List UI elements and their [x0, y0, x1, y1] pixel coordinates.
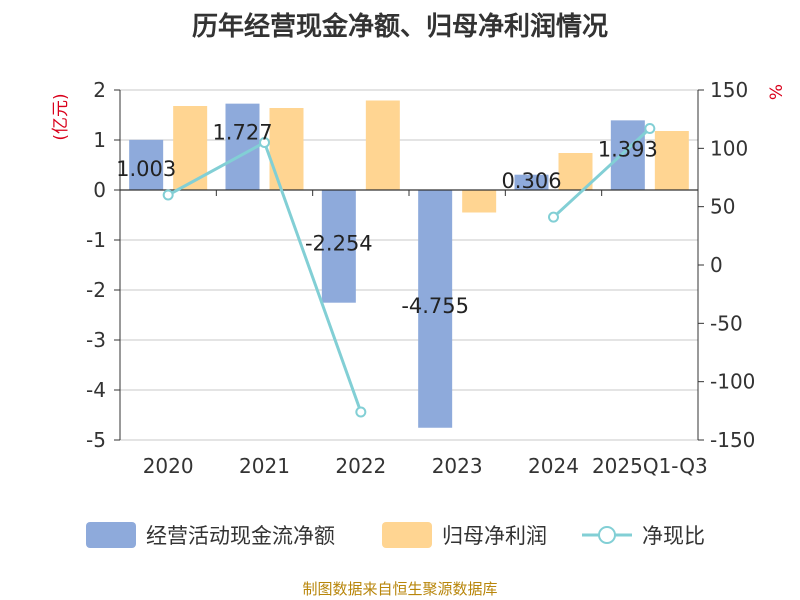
bar-operating-cashflow: [321, 190, 356, 303]
right-tick-label: 100: [710, 136, 748, 160]
bar-data-label: -2.254: [305, 231, 373, 255]
ratio-point: [162, 189, 174, 201]
left-axis-unit: (亿元): [51, 93, 71, 140]
bar-operating-cashflow: [514, 174, 549, 190]
legend-swatch-profit: [382, 522, 432, 548]
left-tick-label: -1: [86, 228, 106, 252]
ratio-point: [259, 137, 270, 148]
left-tick-label: -3: [86, 328, 106, 352]
bar-data-label: 1.393: [598, 137, 658, 161]
left-tick-label: -5: [86, 428, 106, 452]
bar-net-profit: [269, 108, 304, 190]
category-label: 2020: [143, 454, 194, 478]
ratio-point: [355, 406, 367, 418]
gridlines: [120, 89, 698, 441]
axes: 2 1 0 -1 -2 -3 -4 -5 150 100 50 0 -50 -100 -150 (亿元)% 20…: [51, 78, 787, 478]
bar-data-label: 1.727: [212, 121, 272, 145]
ratio-point: [548, 211, 559, 223]
footer-source: 制图数据来自恒生聚源数据库: [302, 580, 498, 598]
ratio-line: [162, 123, 656, 418]
chart-title: 历年经营现金净额、归母净利润情况: [191, 12, 608, 42]
category-label: 2023: [432, 454, 483, 478]
left-tick-label: 0: [93, 178, 106, 202]
bar-net-profit: [558, 153, 593, 190]
legend-label-operating: 经营活动现金流净额: [146, 524, 335, 548]
left-tick-label: -2: [86, 278, 106, 302]
bar-operating-cashflow: [610, 120, 645, 190]
right-tick-label: 0: [710, 253, 723, 277]
bar-data-label: 0.306: [501, 169, 561, 193]
category-label: 2022: [335, 454, 386, 478]
ratio-point: [644, 123, 656, 134]
bar-net-profit: [654, 131, 689, 190]
right-axis-unit: %: [767, 84, 787, 100]
right-tick-label: -150: [710, 428, 755, 452]
category-label: 2024: [528, 454, 579, 478]
legend[interactable]: 经营活动现金流净额 归母净利润 净现比: [86, 522, 705, 548]
legend-swatch-operating: [86, 522, 136, 548]
right-tick-label: -50: [710, 311, 743, 335]
category-label: 2025Q1-Q3: [592, 454, 708, 478]
legend-label-profit: 归母净利润: [442, 524, 547, 548]
bar-data-label: -4.755: [401, 294, 469, 318]
left-tick-label: -4: [86, 378, 106, 402]
right-tick-label: 150: [710, 78, 748, 102]
ratio-line-segment: [552, 127, 651, 219]
bar-operating-cashflow: [418, 190, 453, 428]
right-tick-label: -100: [710, 370, 755, 394]
left-tick-label: 1: [93, 128, 106, 152]
legend-swatch-ratio-marker: [598, 526, 616, 544]
right-tick-label: 50: [710, 195, 735, 219]
bar-net-profit: [365, 100, 400, 190]
bar-data-label: 1.003: [116, 157, 176, 181]
bar-operating-cashflow: [129, 139, 164, 190]
data-labels: 1.003 1.727 -2.254 -4.755 0.306 1.393: [116, 121, 658, 318]
legend-label-ratio: 净现比: [642, 524, 705, 548]
left-tick-label: 2: [93, 78, 106, 102]
bar-net-profit: [462, 190, 497, 213]
category-label: 2021: [239, 454, 290, 478]
bars: [129, 100, 689, 428]
